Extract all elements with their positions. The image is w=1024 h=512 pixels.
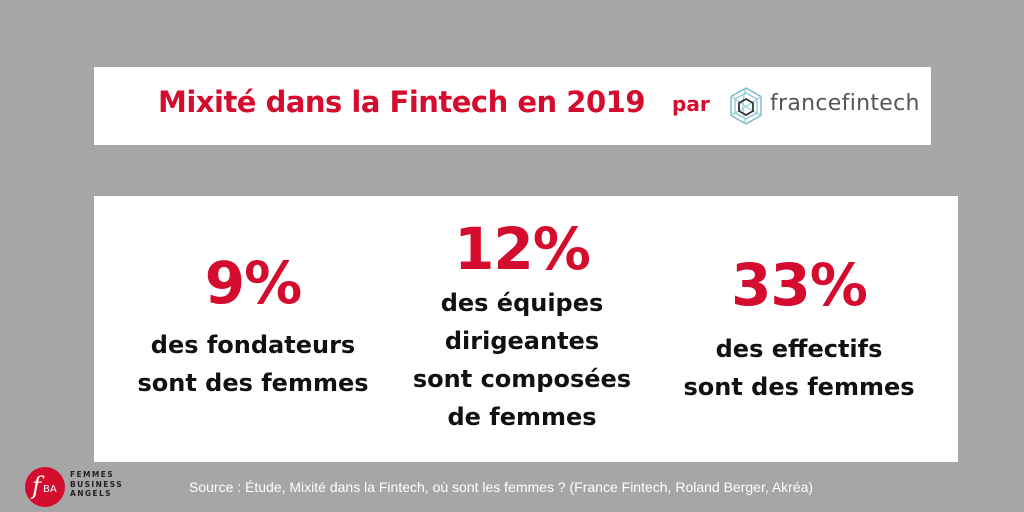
stat-caption: des équipes dirigeantes sont composées d… — [412, 289, 632, 431]
stat-value: 33% — [731, 251, 868, 319]
stat-leadership: 12% des équipes dirigeantes sont composé… — [384, 220, 660, 436]
stat-value: 12% — [454, 215, 591, 283]
fba-line: FEMMES — [70, 470, 115, 479]
source-citation: Source : Étude, Mixité dans la Fintech, … — [189, 479, 814, 495]
stat-value: 9% — [204, 249, 302, 317]
header-card: Mixité dans la Fintech en 2019 par franc… — [94, 67, 931, 145]
page-title: Mixité dans la Fintech en 2019 — [158, 85, 646, 119]
fba-line: ANGELS — [70, 489, 112, 498]
header-by-label: par — [672, 92, 710, 116]
stat-founders: 9% des fondateurs sont des femmes — [118, 254, 388, 402]
svg-text:BA: BA — [43, 484, 57, 495]
fba-logo-text: FEMMES BUSINESS ANGELS — [70, 470, 123, 499]
stats-card: 9% des fondateurs sont des femmes 12% de… — [94, 196, 958, 462]
stat-workforce: 33% des effectifs sont des femmes — [659, 256, 939, 406]
fba-logo-icon: f BA — [25, 467, 65, 507]
hexagon-network-icon — [730, 87, 762, 125]
fba-line: BUSINESS — [70, 479, 124, 489]
francefintech-logo-text: francefintech — [770, 91, 920, 116]
stat-caption: des effectifs sont des femmes — [683, 335, 915, 401]
stat-caption: des fondateurs sont des femmes — [137, 331, 369, 397]
